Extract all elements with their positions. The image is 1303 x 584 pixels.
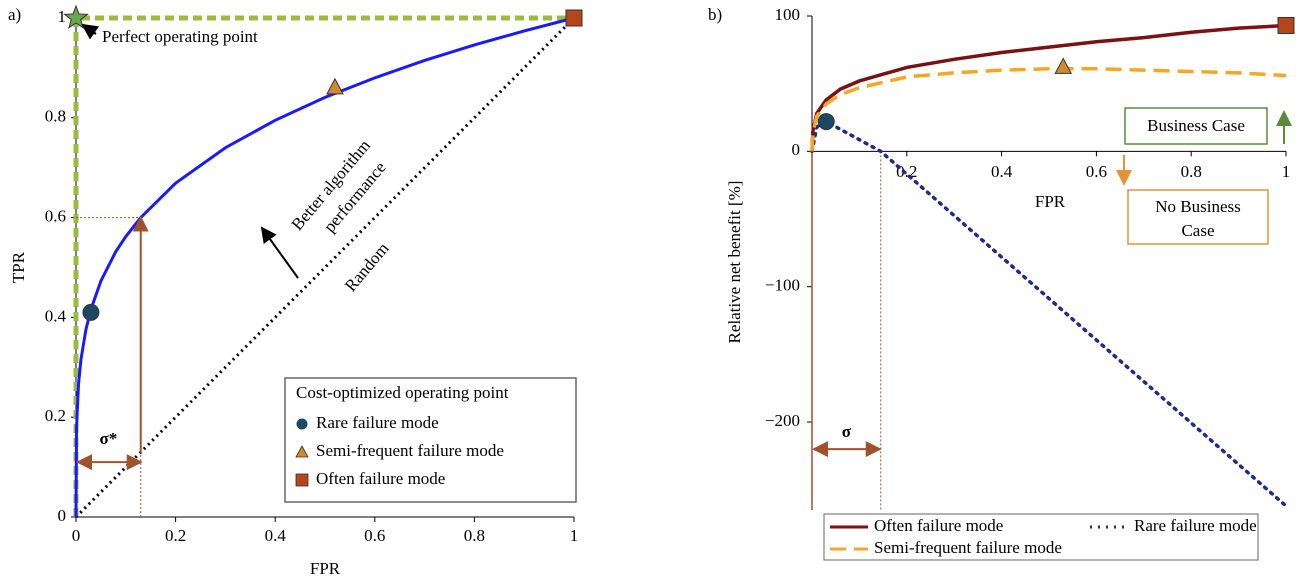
y-tick-label: 0.8: [45, 107, 66, 126]
point-marker: [1054, 57, 1073, 74]
legend-label: Often failure mode: [316, 469, 445, 488]
y-axis-title: TPR: [9, 251, 28, 283]
y-tick-label: 0: [58, 506, 67, 525]
sigma-label: σ*: [99, 429, 117, 448]
x-tick-label: 0.2: [896, 162, 917, 181]
y-tick-label: 0.2: [45, 406, 66, 425]
y-tick-label: 0.4: [45, 306, 67, 325]
x-tick-label: 0.6: [1086, 162, 1107, 181]
annotation: Perfect operating point: [102, 27, 258, 46]
annotation: Random: [341, 239, 393, 295]
x-tick-label: 0.8: [1181, 162, 1202, 181]
y-axis-title: Relative net benefit [%]: [725, 181, 744, 344]
point-marker: [565, 9, 583, 27]
legend-label: Rare failure mode: [1134, 516, 1257, 535]
x-tick-label: 0.4: [991, 162, 1013, 181]
x-tick-label: 0.4: [265, 526, 287, 545]
y-tick-label: 100: [775, 5, 801, 24]
business-case-label: Business Case: [1147, 116, 1245, 135]
point-marker: [326, 77, 344, 95]
x-tick-label: 1: [1282, 162, 1291, 181]
annotation-arrow: [81, 23, 100, 40]
legend-label: Semi-frequent failure mode: [874, 538, 1062, 557]
point-marker: [1277, 16, 1295, 34]
y-tick-label: 1: [58, 7, 67, 26]
legend-marker: [296, 418, 308, 430]
x-axis-title: FPR: [1035, 192, 1066, 211]
business-case-box: [1124, 107, 1268, 145]
legend-box: [823, 513, 1259, 561]
point-marker: [82, 303, 100, 321]
x-tick-label: 0.2: [165, 526, 186, 545]
legend-box: [284, 377, 577, 503]
perfect-point: [63, 4, 89, 29]
x-tick-label: 0.8: [464, 526, 485, 545]
y-tick-label: −200: [765, 411, 800, 430]
legend-label: Semi-frequent failure mode: [316, 441, 504, 460]
x-tick-label: 1: [570, 526, 579, 545]
no-business-case-label: Case: [1181, 221, 1214, 240]
x-tick-label: 0: [72, 526, 81, 545]
data-line: [810, 119, 1288, 508]
y-tick-label: −100: [765, 276, 800, 295]
y-tick-label: 0: [792, 140, 801, 159]
no-business-case-label: No Business: [1155, 197, 1240, 216]
legend-marker: [295, 445, 309, 458]
panel-label: a): [8, 5, 21, 24]
point-marker: [817, 113, 835, 131]
annotation-arrow: [260, 226, 299, 279]
x-axis-title: FPR: [310, 559, 341, 578]
legend-label: Often failure mode: [874, 516, 1003, 535]
sigma-label: σ: [842, 422, 852, 441]
no-business-case-box: [1127, 189, 1269, 245]
legend-marker: [295, 473, 309, 487]
data-line: [810, 23, 1287, 152]
x-tick-label: 0.6: [364, 526, 385, 545]
y-tick-label: 0.6: [45, 207, 66, 226]
legend-label: Rare failure mode: [316, 413, 439, 432]
legend-title: Cost-optimized operating point: [296, 383, 509, 402]
panel-label: b): [708, 5, 722, 24]
